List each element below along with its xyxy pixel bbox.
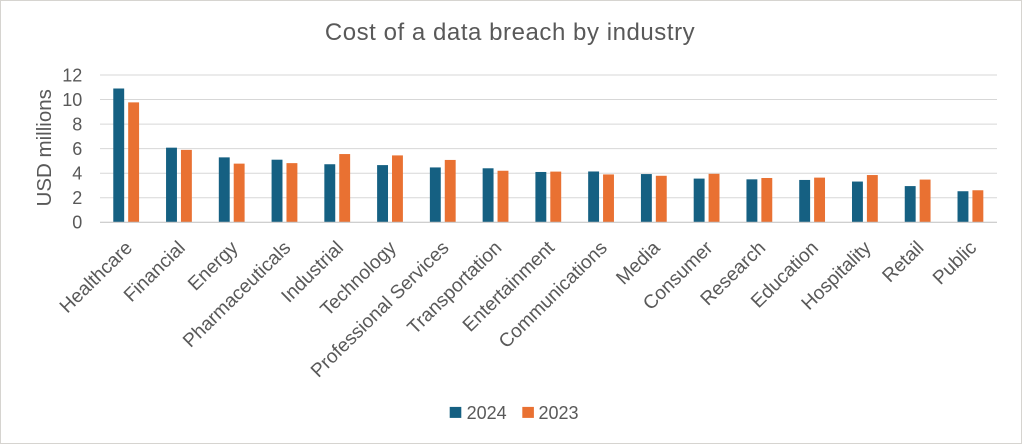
- svg-text:2024: 2024: [467, 403, 507, 423]
- svg-text:4: 4: [72, 164, 82, 184]
- svg-text:2: 2: [72, 188, 82, 208]
- svg-text:Cost of a data breach by indus: Cost of a data breach by industry: [325, 19, 695, 46]
- svg-text:USD millions: USD millions: [33, 89, 56, 206]
- svg-text:12: 12: [62, 65, 82, 85]
- svg-text:2023: 2023: [539, 403, 579, 423]
- svg-text:6: 6: [72, 139, 82, 159]
- svg-text:0: 0: [72, 213, 82, 233]
- svg-text:10: 10: [62, 90, 82, 110]
- svg-text:8: 8: [72, 114, 82, 134]
